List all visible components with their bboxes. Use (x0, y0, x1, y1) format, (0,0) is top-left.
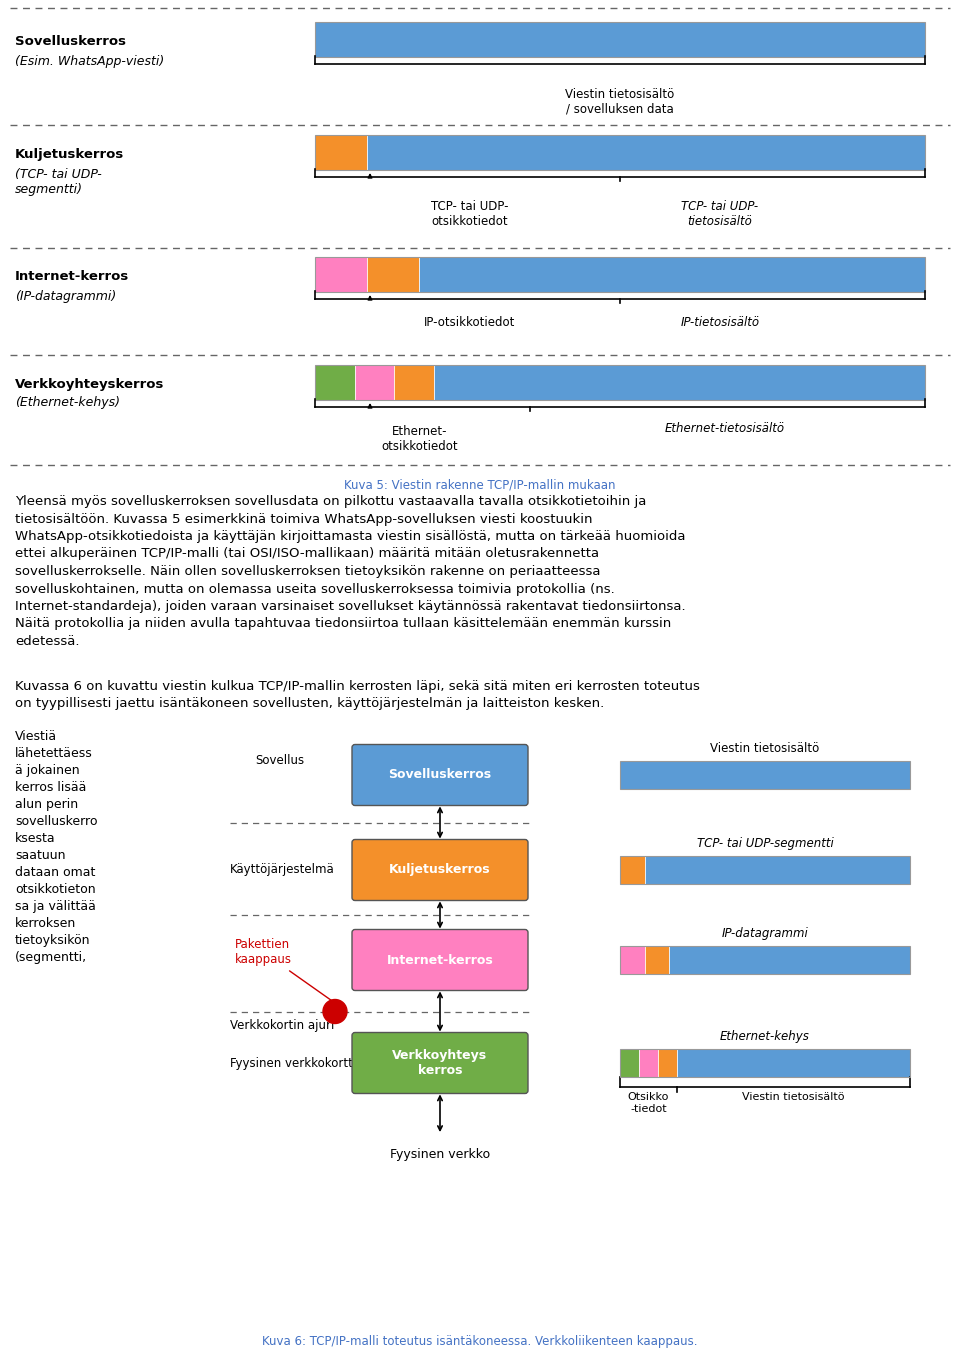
Text: Viestin tietosisältö: Viestin tietosisältö (710, 742, 820, 755)
Bar (677, 1049, 910, 1077)
Bar (354, 365, 395, 400)
Bar (620, 855, 910, 884)
Text: Otsikko
-tiedot: Otsikko -tiedot (628, 1092, 669, 1114)
Text: Pakettien
kaappaus: Pakettien kaappaus (235, 938, 338, 1005)
Bar (315, 365, 354, 400)
FancyBboxPatch shape (352, 745, 528, 805)
Bar (315, 135, 925, 170)
Text: Internet-kerros: Internet-kerros (15, 270, 130, 283)
Bar (315, 22, 925, 57)
Text: TCP- tai UDP-segmentti: TCP- tai UDP-segmentti (697, 838, 833, 850)
Text: Kuvassa 6 on kuvattu viestin kulkua TCP/IP-mallin kerrosten läpi, sekä sitä mite: Kuvassa 6 on kuvattu viestin kulkua TCP/… (15, 680, 700, 693)
Text: Kuljetuskerros: Kuljetuskerros (389, 864, 491, 877)
Bar (620, 1049, 910, 1077)
Bar (315, 135, 367, 170)
Text: sovelluskohtainen, mutta on olemassa useita sovelluskerroksessa toimivia protoko: sovelluskohtainen, mutta on olemassa use… (15, 583, 614, 595)
Text: Ethernet-kehys: Ethernet-kehys (720, 1030, 810, 1043)
Bar (434, 365, 925, 400)
Bar (315, 365, 925, 400)
Text: TCP- tai UDP-
otsikkotiedot: TCP- tai UDP- otsikkotiedot (431, 200, 509, 227)
Bar (669, 947, 910, 974)
Text: Sovelluskerros: Sovelluskerros (15, 35, 126, 48)
Text: IP-datagrammi: IP-datagrammi (722, 928, 808, 940)
Text: IP-otsikkotiedot: IP-otsikkotiedot (424, 316, 516, 330)
Text: Käyttöjärjestelmä: Käyttöjärjestelmä (230, 864, 335, 877)
Text: Sovellus: Sovellus (255, 753, 304, 767)
Bar (620, 855, 645, 884)
Text: on tyypillisesti jaettu isäntäkoneen sovellusten, käyttöjärjestelmän ja laitteis: on tyypillisesti jaettu isäntäkoneen sov… (15, 697, 604, 711)
Bar (315, 22, 925, 57)
Bar (645, 855, 910, 884)
Text: WhatsApp-otsikkotiedoista ja käyttäjän kirjoittamasta viestin sisällöstä, mutta : WhatsApp-otsikkotiedoista ja käyttäjän k… (15, 530, 685, 543)
Text: Ethernet-tietosisältö: Ethernet-tietosisältö (665, 422, 785, 434)
Text: Internet-standardeja), joiden varaan varsinaiset sovellukset käytännössä rakenta: Internet-standardeja), joiden varaan var… (15, 601, 685, 613)
Text: Kuva 5: Viestin rakenne TCP/IP-mallin mukaan: Kuva 5: Viestin rakenne TCP/IP-mallin mu… (345, 478, 615, 490)
Text: Ethernet-
otsikkotiedot: Ethernet- otsikkotiedot (382, 425, 458, 454)
Text: IP-tietosisältö: IP-tietosisältö (681, 316, 759, 330)
FancyBboxPatch shape (352, 929, 528, 990)
Bar (395, 365, 434, 400)
Circle shape (323, 1000, 347, 1023)
Text: tietosisältöön. Kuvassa 5 esimerkkinä toimiva WhatsApp-sovelluksen viesti koostu: tietosisältöön. Kuvassa 5 esimerkkinä to… (15, 512, 592, 526)
Bar (620, 1049, 638, 1077)
Text: TCP- tai UDP-
tietosisältö: TCP- tai UDP- tietosisältö (682, 200, 758, 227)
Bar (645, 947, 669, 974)
Text: Kuva 6: TCP/IP-malli toteutus isäntäkoneessa. Verkkoliikenteen kaappaus.: Kuva 6: TCP/IP-malli toteutus isäntäkone… (262, 1335, 698, 1348)
Bar (315, 257, 367, 291)
Bar (367, 257, 419, 291)
Text: ettei alkuperäinen TCP/IP-malli (tai OSI/ISO-mallikaan) määritä mitään oletusrak: ettei alkuperäinen TCP/IP-malli (tai OSI… (15, 548, 599, 561)
Text: Verkkokortin ajuri: Verkkokortin ajuri (230, 1020, 334, 1032)
Text: Viestiä
lähetettäess
ä jokainen
kerros lisää
alun perin
sovelluskerro
ksesta
saa: Viestiä lähetettäess ä jokainen kerros l… (15, 730, 98, 964)
Text: Kuljetuskerros: Kuljetuskerros (15, 148, 124, 161)
Bar (638, 1049, 658, 1077)
Text: Verkkoyhteyskerros: Verkkoyhteyskerros (15, 379, 164, 391)
Bar (620, 761, 910, 789)
FancyBboxPatch shape (352, 839, 528, 900)
Bar (620, 947, 910, 974)
Text: Sovelluskerros: Sovelluskerros (389, 768, 492, 782)
Bar (315, 257, 925, 291)
Text: Näitä protokollia ja niiden avulla tapahtuvaa tiedonsiirtoa tullaan käsittelemää: Näitä protokollia ja niiden avulla tapah… (15, 617, 671, 631)
Text: Viestin tietosisältö: Viestin tietosisältö (742, 1092, 845, 1102)
Bar (419, 257, 925, 291)
Text: (Ethernet-kehys): (Ethernet-kehys) (15, 396, 120, 409)
Text: (IP-datagrammi): (IP-datagrammi) (15, 290, 116, 302)
Text: edetessä.: edetessä. (15, 635, 80, 648)
Text: Internet-kerros: Internet-kerros (387, 953, 493, 967)
Text: Verkkoyhteys
kerros: Verkkoyhteys kerros (393, 1049, 488, 1077)
Text: (Esim. WhatsApp-viesti): (Esim. WhatsApp-viesti) (15, 54, 164, 68)
Bar (658, 1049, 677, 1077)
Text: Yleensä myös sovelluskerroksen sovellusdata on pilkottu vastaavalla tavalla otsi: Yleensä myös sovelluskerroksen sovellusd… (15, 494, 646, 508)
Text: sovelluskerrokselle. Näin ollen sovelluskerroksen tietoyksikön rakenne on periaa: sovelluskerrokselle. Näin ollen sovellus… (15, 565, 601, 577)
Text: (TCP- tai UDP-
segmentti): (TCP- tai UDP- segmentti) (15, 168, 102, 196)
Bar (620, 947, 645, 974)
Text: Viestin tietosisältö
/ sovelluksen data: Viestin tietosisältö / sovelluksen data (565, 89, 675, 116)
FancyBboxPatch shape (352, 1032, 528, 1094)
Bar (367, 135, 925, 170)
Bar (620, 761, 910, 789)
Text: Fyysinen verkko: Fyysinen verkko (390, 1148, 490, 1160)
Text: Fyysinen verkkokortti: Fyysinen verkkokortti (230, 1057, 356, 1069)
